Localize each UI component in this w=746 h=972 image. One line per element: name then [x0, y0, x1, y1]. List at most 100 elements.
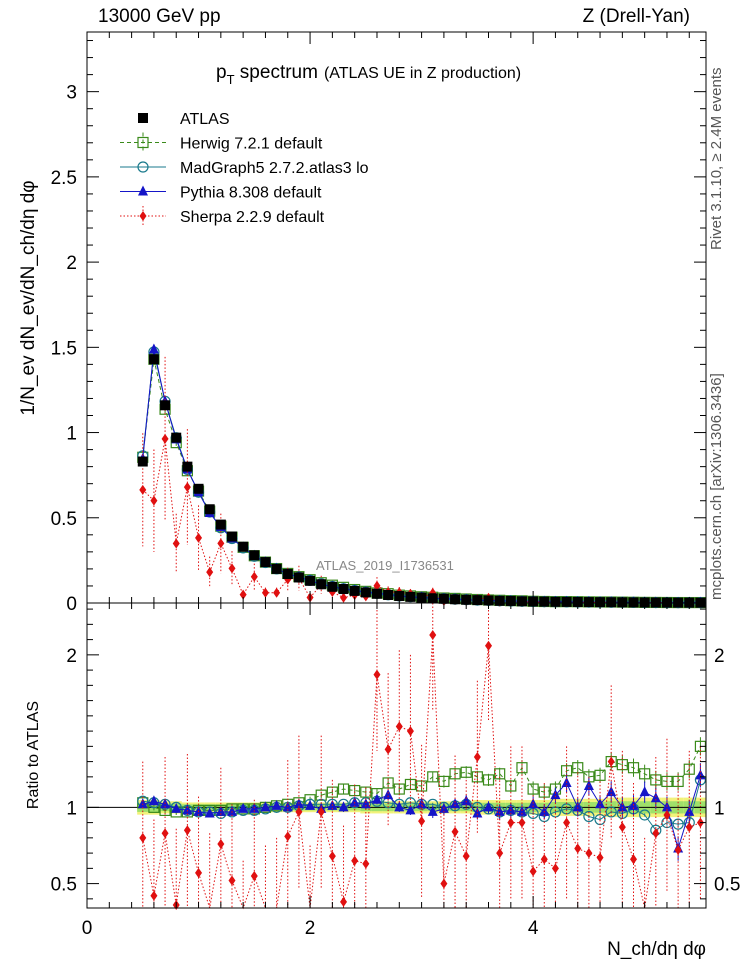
atlas-data-point — [171, 432, 182, 443]
legend-label-madgraph5-2-7-2-atlas3-lo: MadGraph5 2.7.2.atlas3 lo — [180, 160, 369, 177]
atlas-data-point — [293, 572, 304, 583]
y-tick-label-main: 1 — [66, 424, 77, 445]
sherpa-2-2-9-default-main-point — [228, 563, 236, 574]
sherpa-2-2-9-default-ratio-point — [340, 896, 348, 907]
sherpa-2-2-9-default-ratio-point — [317, 806, 325, 817]
sherpa-2-2-9-default-main-point — [195, 532, 203, 543]
atlas-data-point — [137, 456, 148, 467]
sherpa-2-2-9-default-line-ratio — [142, 634, 701, 910]
atlas-data-point — [327, 581, 338, 592]
herwig-7-2-1-default-ratio-point — [382, 777, 394, 789]
sherpa-2-2-9-default-ratio-point — [295, 806, 303, 817]
sherpa-2-2-9-default-main-point — [172, 538, 180, 549]
pythia-8-308-default-ratio-point — [171, 802, 182, 813]
sherpa-2-2-9-default-main-point — [239, 589, 247, 600]
sherpa-2-2-9-default-ratio-point — [406, 726, 414, 737]
y-tick-label-ratio: 0.5 — [51, 875, 77, 896]
atlas-data-point — [316, 579, 327, 590]
pythia-8-308-default-main-point — [148, 343, 159, 354]
pythia-8-308-default-ratio-point — [383, 789, 394, 800]
sherpa-2-2-9-default-ratio-point — [529, 866, 537, 877]
pythia-8-308-default-ratio-point — [516, 805, 527, 816]
chart-title: pT spectrum (ATLAS UE in Z production) — [216, 62, 521, 87]
sherpa-2-2-9-default-ratio-point — [630, 854, 638, 865]
sherpa-2-2-9-default-ratio-point — [507, 817, 515, 828]
legend-label-sherpa-2-2-9-default: Sherpa 2.2.9 default — [180, 209, 325, 226]
header-left-label: 13000 GeV pp — [98, 6, 221, 27]
atlas-data-point — [148, 354, 159, 365]
pythia-8-308-default-ratio-point — [494, 805, 505, 816]
pythia-8-308-default-ratio-point — [371, 793, 382, 804]
atlas-data-point — [238, 541, 249, 552]
atlas-data-point — [450, 594, 461, 605]
pythia-8-308-default-ratio-point — [650, 792, 661, 803]
sherpa-2-2-9-default-line-main — [142, 438, 701, 604]
atlas-data-point — [427, 593, 438, 604]
legend-label-pythia-8-308-default: Pythia 8.308 default — [180, 185, 322, 202]
pythia-8-308-default-ratio-point — [617, 801, 628, 812]
atlas-data-point — [182, 461, 193, 472]
sherpa-2-2-9-default-ratio-point — [618, 822, 626, 833]
pythia-8-308-default-ratio-point — [204, 807, 215, 818]
sherpa-2-2-9-default-ratio-point — [195, 867, 203, 878]
sherpa-2-2-9-default-ratio-point — [652, 828, 660, 839]
atlas-data-point — [583, 597, 594, 608]
atlas-data-point — [405, 591, 416, 602]
sherpa-2-2-9-default-ratio-point — [440, 878, 448, 889]
y-axis-label-ratio: Ratio to ATLAS — [25, 701, 42, 809]
pythia-8-308-default-ratio-point — [182, 804, 193, 815]
chart-text: 0 2 4 0 0.5 1 1.5 2 2.5 3 0.5 0.5 1 1 2 2 pT spectrum (AT… — [18, 62, 740, 960]
pythia-8-308-default-ratio-point — [483, 801, 494, 812]
sherpa-2-2-9-default-ratio-point — [451, 826, 459, 837]
atlas-data-point — [305, 575, 316, 586]
atlas-data-point — [360, 587, 371, 598]
pythia-8-308-default-ratio-point — [405, 804, 416, 815]
atlas-data-point — [349, 585, 360, 596]
atlas-data-point — [193, 483, 204, 494]
header-right-label: Z (Drell-Yan) — [582, 6, 690, 27]
atlas-data-point — [561, 596, 572, 607]
atlas-data-point — [383, 589, 394, 600]
sherpa-2-2-9-default-main-point — [340, 592, 348, 603]
herwig-7-2-1-default-ratio-point — [337, 783, 350, 795]
sherpa-2-2-9-default-ratio-point — [518, 817, 526, 828]
sherpa-2-2-9-default-ratio-point — [585, 848, 593, 859]
pythia-8-308-default-ratio-point — [305, 799, 316, 810]
y-tick-label-ratio-right: 0.5 — [714, 875, 740, 896]
sherpa-2-2-9-default-ratio-point — [183, 825, 191, 836]
sherpa-2-2-9-default-ratio-point — [663, 809, 671, 820]
herwig-7-2-1-default-ratio-point — [404, 778, 417, 791]
herwig-7-2-1-default-ratio-point — [360, 786, 372, 798]
pythia-8-308-default-ratio-point — [238, 802, 249, 813]
pythia-8-308-default-ratio-point — [450, 798, 461, 809]
sherpa-2-2-9-default-ratio-point — [674, 845, 682, 856]
legend-label-atlas: ATLAS — [180, 111, 230, 128]
legend-marker-atlas — [138, 113, 148, 123]
pythia-8-308-default-ratio-point — [226, 805, 237, 816]
sherpa-2-2-9-default-ratio-point — [373, 669, 381, 680]
herwig-7-2-1-default-ratio-point — [627, 762, 640, 774]
pythia-8-308-default-ratio-point — [416, 798, 427, 809]
x-axis-label: N_ch/dη dφ — [607, 939, 706, 960]
atlas-data-point — [628, 597, 639, 608]
sherpa-2-2-9-default-main-point — [261, 587, 269, 598]
sherpa-2-2-9-default-main-point — [373, 580, 381, 591]
sherpa-2-2-9-default-main-point — [250, 571, 258, 582]
sherpa-2-2-9-default-ratio-point — [217, 838, 225, 849]
sherpa-2-2-9-default-ratio-point — [384, 744, 392, 755]
y-tick-label-main: 0 — [66, 594, 77, 615]
legend-marker-pythia-8-308-default — [138, 185, 148, 196]
sherpa-2-2-9-default-ratio-point — [150, 890, 158, 901]
herwig-7-2-1-default-ratio-point — [427, 771, 439, 783]
atlas-data-point — [606, 597, 617, 608]
atlas-data-point — [249, 550, 260, 561]
pythia-8-308-default-ratio-point — [461, 795, 472, 806]
pythia-8-308-default-ratio-point — [572, 801, 583, 812]
y-tick-label-ratio-right: 2 — [714, 646, 725, 667]
y-tick-label-ratio: 1 — [66, 798, 77, 819]
pythia-8-308-default-ratio-point — [695, 769, 706, 780]
herwig-7-2-1-default-ratio-point — [594, 769, 606, 781]
sherpa-2-2-9-default-ratio-point — [328, 851, 336, 862]
herwig-7-2-1-default-ratio-point — [527, 783, 539, 795]
